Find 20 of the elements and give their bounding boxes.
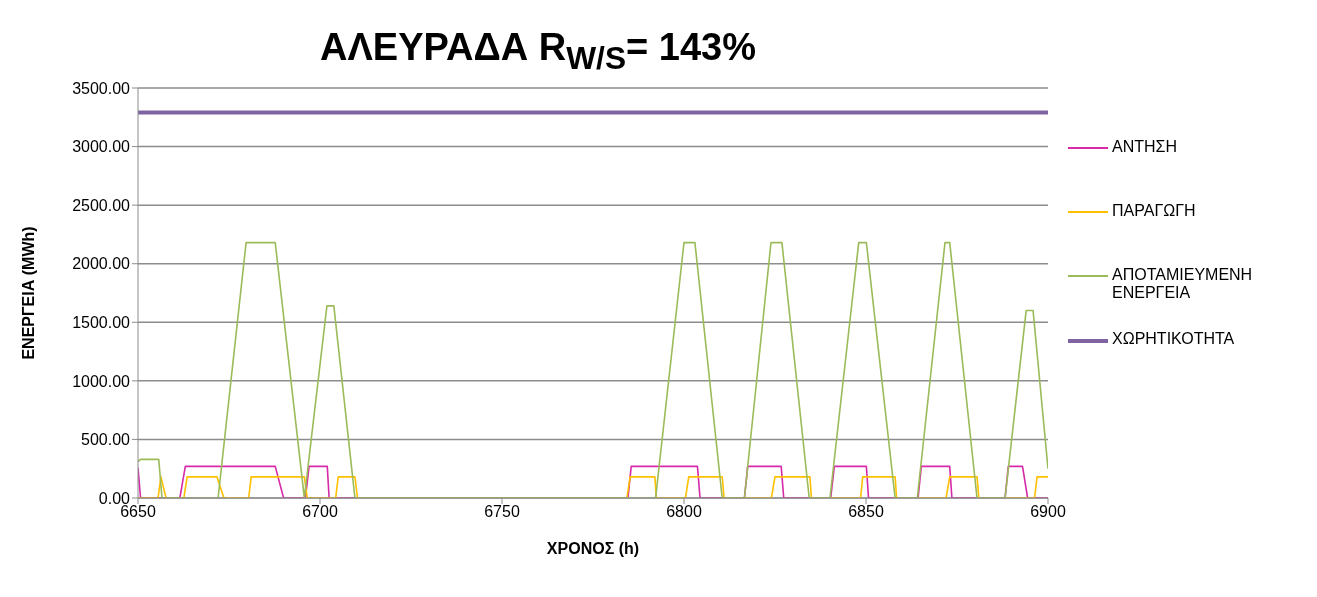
x-tick-label: 6850 (848, 503, 884, 521)
y-tick-label: 3500.00 (72, 79, 131, 97)
x-tick-label: 6900 (1030, 503, 1066, 521)
x-tick-label: 6750 (484, 503, 520, 521)
y-tick-label: 1000.00 (72, 372, 131, 390)
legend-label: ΑΝΤΗΣΗ (1112, 138, 1178, 156)
x-tick-label: 6700 (302, 503, 338, 521)
legend-label: ΧΩΡΗΤΙΚΟΤΗΤΑ (1112, 330, 1236, 348)
x-tick-label: 6800 (666, 503, 702, 521)
chart-title: ΑΛΕΥΡΑΔΑ R$_{W/S}$= 143% (319, 26, 757, 77)
y-tick-label: 2500.00 (72, 196, 131, 214)
y-tick-label: 2000.00 (72, 255, 131, 273)
y-axis-title: ΕΝΕΡΓΕΙΑ (MWh) (19, 226, 37, 360)
y-tick-label: 3000.00 (72, 138, 131, 156)
legend-label: ΠΑΡΑΓΩΓΗ (1112, 202, 1197, 220)
legend-label: ΑΠΟΤΑΜΙΕΥΜΕΝΗ ΕΝΕΡΓΕΙΑ (1112, 266, 1254, 302)
x-axis-title: ΧΡΟΝΟΣ (h) (546, 540, 640, 557)
x-tick-label: 6650 (120, 503, 156, 521)
y-tick-label: 500.00 (81, 431, 131, 449)
y-tick-label: 1500.00 (72, 313, 131, 331)
